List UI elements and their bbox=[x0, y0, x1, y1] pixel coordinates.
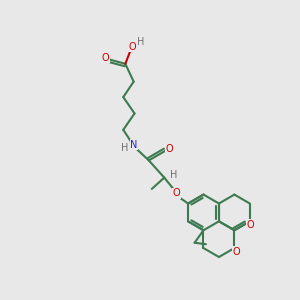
Text: H: H bbox=[169, 170, 177, 180]
Text: O: O bbox=[166, 143, 173, 154]
Text: O: O bbox=[102, 53, 110, 63]
Text: N: N bbox=[130, 140, 138, 150]
Text: O: O bbox=[247, 220, 254, 230]
Text: O: O bbox=[129, 42, 136, 52]
Text: H: H bbox=[122, 143, 129, 153]
Text: H: H bbox=[137, 37, 145, 47]
Text: O: O bbox=[173, 188, 181, 198]
Text: O: O bbox=[233, 247, 241, 257]
